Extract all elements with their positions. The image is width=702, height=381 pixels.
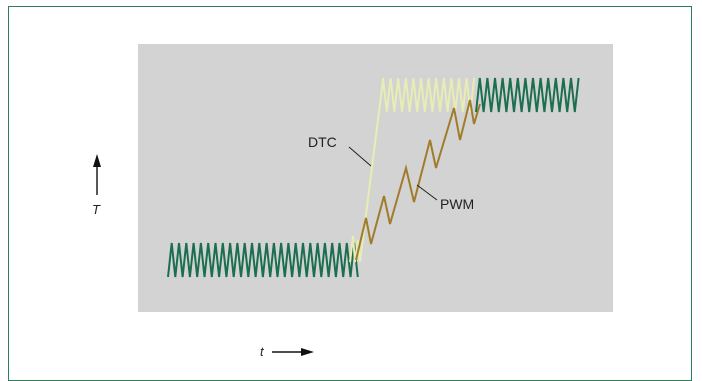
steady-state-ripple-after-step xyxy=(475,77,580,113)
y-axis-label: T xyxy=(92,202,101,217)
pwm-torque-trace xyxy=(355,99,481,261)
dtc-leader-line xyxy=(348,146,372,167)
y-axis-arrowhead xyxy=(93,154,101,167)
dtc-label: DTC xyxy=(308,134,337,150)
pwm-label: PWM xyxy=(440,196,474,212)
steady-state-ripple-before-step xyxy=(167,242,359,278)
pwm-leader-line xyxy=(416,184,438,201)
x-axis-label: t xyxy=(260,344,265,359)
x-axis-arrowhead xyxy=(301,348,314,356)
torque-response-diagram: DTC PWM T t xyxy=(92,44,613,359)
